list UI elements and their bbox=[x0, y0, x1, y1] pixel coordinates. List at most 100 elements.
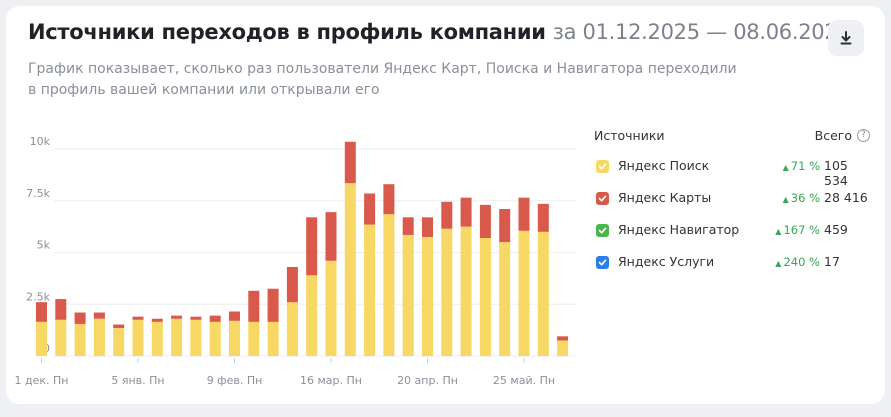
y-tick-label: 7.5k bbox=[26, 187, 50, 200]
bar-segment bbox=[537, 203, 549, 232]
total-label: Всего bbox=[814, 128, 852, 143]
x-tick-label: 9 фев. Пн bbox=[207, 374, 263, 387]
sources-label: Источники bbox=[594, 128, 665, 143]
bar-segment bbox=[171, 318, 183, 356]
checkbox-checked-icon[interactable] bbox=[596, 256, 609, 269]
x-tick-label: 5 янв. Пн bbox=[111, 374, 164, 387]
x-tick-label: 16 мар. Пн bbox=[300, 374, 362, 387]
bar-segment bbox=[132, 316, 144, 320]
bar-segment bbox=[229, 311, 240, 321]
checkbox-checked-icon[interactable] bbox=[596, 224, 609, 237]
bar-segment bbox=[364, 224, 376, 356]
trend-up-icon: ▲ bbox=[775, 227, 782, 236]
bar-segment bbox=[36, 321, 47, 356]
legend-item-name: Яндекс Карты bbox=[618, 190, 712, 205]
bar-segment bbox=[518, 197, 530, 231]
y-tick-label: 10k bbox=[30, 135, 51, 148]
bar-segment bbox=[422, 236, 433, 356]
bar-segment bbox=[113, 324, 125, 329]
page-subtitle: График показывает, сколько раз пользоват… bbox=[28, 61, 737, 98]
bar-segment bbox=[441, 228, 453, 356]
bar-segment bbox=[93, 312, 105, 319]
bar-segment bbox=[441, 201, 453, 229]
bar-segment bbox=[93, 318, 105, 356]
bar-segment bbox=[557, 336, 569, 341]
bar-segment bbox=[344, 183, 356, 356]
bar-segment bbox=[537, 231, 549, 356]
bar-segment bbox=[306, 217, 318, 276]
info-icon[interactable]: ? bbox=[857, 129, 870, 142]
bar-segment bbox=[557, 340, 569, 356]
legend-item-change: ▲ 36 % bbox=[782, 191, 820, 205]
bar-segment bbox=[479, 238, 491, 356]
legend-item[interactable]: Яндекс Навигатор ▲ 167 % 459 bbox=[592, 212, 872, 244]
legend-item[interactable]: Яндекс Услуги ▲ 240 % 17 bbox=[592, 244, 872, 276]
legend-item-name: Яндекс Навигатор bbox=[618, 222, 740, 237]
legend-item-total: 28 416 bbox=[824, 190, 868, 205]
legend-item-total: 459 bbox=[824, 222, 848, 237]
legend-item-change: ▲ 71 % bbox=[782, 159, 820, 173]
bar-segment bbox=[190, 319, 202, 356]
trend-up-icon: ▲ bbox=[782, 163, 789, 172]
bar-segment bbox=[460, 197, 472, 227]
legend-item-total: 105 534 bbox=[824, 158, 848, 188]
y-tick-label: 5k bbox=[37, 239, 51, 252]
bar-segment bbox=[248, 290, 260, 322]
checkbox-checked-icon[interactable] bbox=[596, 192, 609, 205]
bar-segment bbox=[209, 315, 221, 322]
bar-segment bbox=[402, 234, 414, 356]
bar-segment bbox=[383, 184, 395, 215]
bar-segment bbox=[267, 321, 279, 356]
x-tick-label: 1 дек. Пн bbox=[15, 374, 69, 387]
bar-segment bbox=[55, 319, 67, 356]
bar-segment bbox=[151, 321, 163, 356]
bar-segment bbox=[479, 204, 491, 239]
bar-segment bbox=[36, 302, 47, 322]
bar-segment bbox=[518, 230, 530, 356]
legend-item[interactable]: Яндекс Карты ▲ 36 % 28 416 bbox=[592, 180, 872, 212]
bar-segment bbox=[325, 260, 337, 356]
bar-segment bbox=[209, 321, 221, 356]
legend: Источники Всего ? Яндекс Поиск ▲ 71 % 105 5… bbox=[592, 126, 872, 276]
legend-item-total: 17 bbox=[824, 254, 840, 269]
bar-segment bbox=[325, 212, 337, 261]
bar-segment bbox=[460, 226, 472, 356]
title-period[interactable]: за 01.12.2025 — 08.06.2026 bbox=[552, 20, 851, 44]
bar-segment bbox=[286, 302, 298, 356]
download-icon bbox=[840, 31, 852, 45]
legend-item-change: ▲ 167 % bbox=[775, 223, 820, 237]
checkbox-checked-icon[interactable] bbox=[596, 160, 609, 173]
bar-segment bbox=[248, 321, 260, 356]
legend-item[interactable]: Яндекс Поиск ▲ 71 % 105 534 bbox=[592, 148, 872, 188]
download-button[interactable] bbox=[828, 20, 864, 56]
bar-segment bbox=[74, 323, 86, 356]
bar-segment bbox=[499, 209, 511, 243]
bar-segment bbox=[286, 266, 298, 303]
bar-segment bbox=[132, 319, 144, 356]
company-profile-sources-card: Источники переходов в профиль компании з… bbox=[6, 6, 885, 404]
bar-segment bbox=[383, 214, 395, 356]
y-tick-label: 2.5k bbox=[26, 290, 50, 303]
title-text: Источники переходов в профиль компании bbox=[28, 20, 546, 44]
bar-segment bbox=[344, 141, 356, 184]
page-title: Источники переходов в профиль компании з… bbox=[28, 20, 851, 44]
trend-up-icon: ▲ bbox=[775, 259, 782, 268]
bar-segment bbox=[151, 318, 163, 322]
bar-segment bbox=[267, 288, 279, 322]
bar-segment bbox=[113, 328, 125, 356]
x-tick-label: 25 май. Пн bbox=[493, 374, 555, 387]
legend-item-change: ▲ 240 % bbox=[775, 255, 820, 269]
x-tick-label: 20 апр. Пн bbox=[397, 374, 458, 387]
bar-segment bbox=[171, 315, 183, 319]
trend-up-icon: ▲ bbox=[782, 195, 789, 204]
legend-item-name: Яндекс Услуги bbox=[618, 254, 715, 269]
legend-header: Источники Всего ? bbox=[592, 126, 872, 148]
bar-segment bbox=[499, 242, 511, 356]
bar-segment bbox=[364, 193, 376, 225]
bar-segment bbox=[402, 217, 414, 235]
bar-segment bbox=[55, 299, 67, 320]
bar-segment bbox=[74, 312, 86, 324]
bar-segment bbox=[422, 217, 433, 237]
bar-segment bbox=[306, 275, 318, 356]
